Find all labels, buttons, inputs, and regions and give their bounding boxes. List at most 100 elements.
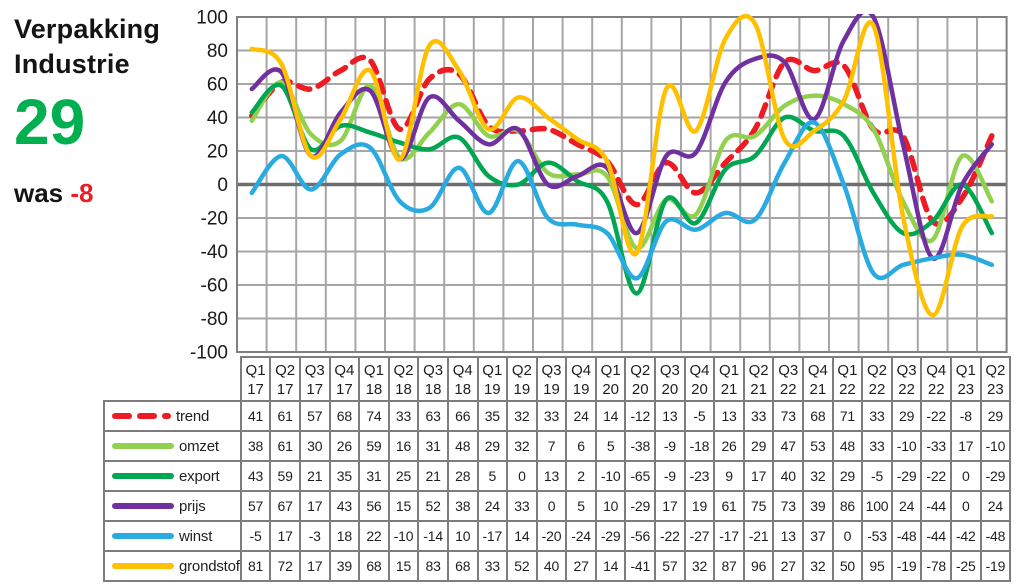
legend-cell-trend: trend xyxy=(103,400,242,432)
value-cell: -29 xyxy=(594,520,627,552)
value-cell: -56 xyxy=(624,520,657,552)
table-row-export: export 43 59 21 35 31 25 21 28 5 0 13 2 -10 -65 -9 -23 9 1… xyxy=(103,460,1012,492)
value-cell: 86 xyxy=(831,490,864,522)
value-cell: 25 xyxy=(387,460,420,492)
series-line-export xyxy=(249,82,995,296)
legend-label: grondstof xyxy=(179,557,240,575)
table-row-prijs: prijs 57 67 17 43 56 15 52 38 24 33 0 5 10 -29 17 19 61 75… xyxy=(103,490,1012,522)
value-cell: 14 xyxy=(594,550,627,582)
value-cell: -44 xyxy=(920,520,952,552)
value-cell: 33 xyxy=(861,430,893,462)
value-cell: -19 xyxy=(890,550,923,582)
value-cell: 26 xyxy=(713,430,745,462)
legend-swatch-trend xyxy=(112,413,171,420)
value-cell: 52 xyxy=(506,550,538,582)
value-cell: -5 xyxy=(861,460,893,492)
value-cell: -21 xyxy=(742,520,775,552)
value-cell: 16 xyxy=(387,430,420,462)
value-cell: 43 xyxy=(239,460,272,492)
value-cell: -17 xyxy=(476,520,509,552)
value-cell: 31 xyxy=(358,460,390,492)
legend-label: winst xyxy=(179,527,213,545)
value-cell: 0 xyxy=(950,490,982,522)
value-cell: -10 xyxy=(890,430,923,462)
value-cell: -3 xyxy=(298,520,331,552)
value-cell: 13 xyxy=(535,460,568,492)
value-cell: 6 xyxy=(565,430,597,462)
value-cell: 59 xyxy=(269,460,301,492)
value-cell: 5 xyxy=(565,490,597,522)
quarter-header-cell: Q1 23 xyxy=(950,356,982,402)
quarter-header-cell: Q3 22 xyxy=(772,356,805,402)
value-cell: 29 xyxy=(890,400,923,432)
value-cell: -24 xyxy=(565,520,597,552)
quarter-header-cell: Q4 21 xyxy=(802,356,834,402)
legend-label: trend xyxy=(176,407,210,425)
value-cell: -22 xyxy=(920,400,952,432)
y-axis-tick-label: -80 xyxy=(201,309,228,330)
legend-swatch-prijs xyxy=(112,503,174,510)
value-cell: 13 xyxy=(772,520,805,552)
value-cell: 2 xyxy=(565,460,597,492)
value-cell: -10 xyxy=(387,520,420,552)
value-cell: 27 xyxy=(565,550,597,582)
data-table: Q1 17 Q2 17 Q3 17 Q4 17 Q1 18 Q2 18 Q3 18 Q4 18 Q1 19 Q2 19… xyxy=(103,356,1012,582)
value-cell: 37 xyxy=(802,520,834,552)
value-cell: 35 xyxy=(476,400,509,432)
y-axis-tick-label: -40 xyxy=(201,242,228,263)
quarter-header-cell: Q4 20 xyxy=(683,356,716,402)
value-cell: 10 xyxy=(594,490,627,522)
value-cell: 13 xyxy=(713,400,745,432)
value-cell: 50 xyxy=(831,550,864,582)
value-cell: 21 xyxy=(298,460,331,492)
page-title: Verpakking Industrie xyxy=(14,12,160,82)
value-cell: 0 xyxy=(506,460,538,492)
table-corner-blank xyxy=(104,357,241,401)
quarter-header-cell: Q2 22 xyxy=(861,356,893,402)
value-cell: 9 xyxy=(713,460,745,492)
value-cell: -48 xyxy=(979,520,1012,552)
y-axis-tick-label: 80 xyxy=(207,41,228,62)
value-cell: 68 xyxy=(328,400,361,432)
value-cell: -25 xyxy=(950,550,982,582)
value-cell: 74 xyxy=(358,400,390,432)
plot-border xyxy=(236,16,1008,353)
value-cell: 22 xyxy=(358,520,390,552)
value-cell: 61 xyxy=(269,430,301,462)
value-cell: -65 xyxy=(624,460,657,492)
series-line-grondstof xyxy=(249,14,995,318)
quarter-header-cell: Q1 21 xyxy=(713,356,745,402)
legend-label: prijs xyxy=(179,497,206,515)
value-cell: 32 xyxy=(506,400,538,432)
quarter-header-cell: Q2 21 xyxy=(742,356,775,402)
legend-swatch-export xyxy=(112,473,174,480)
table-row-trend: trend 41 61 57 68 74 33 63 66 35 32 33 24 14 -12 13 -5 13… xyxy=(103,400,1012,432)
value-cell: 41 xyxy=(239,400,272,432)
quarter-header-cell: Q2 20 xyxy=(624,356,657,402)
value-cell: 87 xyxy=(713,550,745,582)
table-row-omzet: omzet 38 61 30 26 59 16 31 48 29 32 7 6 5 -38 -9 -18 26 29… xyxy=(103,430,1012,462)
value-cell: 48 xyxy=(446,430,479,462)
value-cell: 95 xyxy=(861,550,893,582)
legend-cell-winst: winst xyxy=(103,520,242,552)
value-cell: -22 xyxy=(654,520,686,552)
value-cell: 33 xyxy=(861,400,893,432)
legend-swatch-omzet xyxy=(112,443,174,450)
value-cell: 15 xyxy=(387,550,420,582)
value-cell: 73 xyxy=(772,490,805,522)
score-value: 29 xyxy=(14,86,86,158)
value-cell: 96 xyxy=(742,550,775,582)
table-row-winst: winst -5 17 -3 18 22 -10 -14 10 -17 14 -20 -24 -29 -56… xyxy=(103,520,1012,552)
value-cell: -27 xyxy=(683,520,716,552)
value-cell: 17 xyxy=(298,550,331,582)
quarter-header-cell: Q4 22 xyxy=(920,356,952,402)
value-cell: -10 xyxy=(594,460,627,492)
value-cell: -9 xyxy=(654,460,686,492)
value-cell: 17 xyxy=(950,430,982,462)
y-axis-tick-label: 60 xyxy=(207,75,228,96)
value-cell: 57 xyxy=(239,490,272,522)
value-cell: 33 xyxy=(476,550,509,582)
value-cell: 28 xyxy=(446,460,479,492)
y-axis-tick-label: -60 xyxy=(201,276,228,297)
